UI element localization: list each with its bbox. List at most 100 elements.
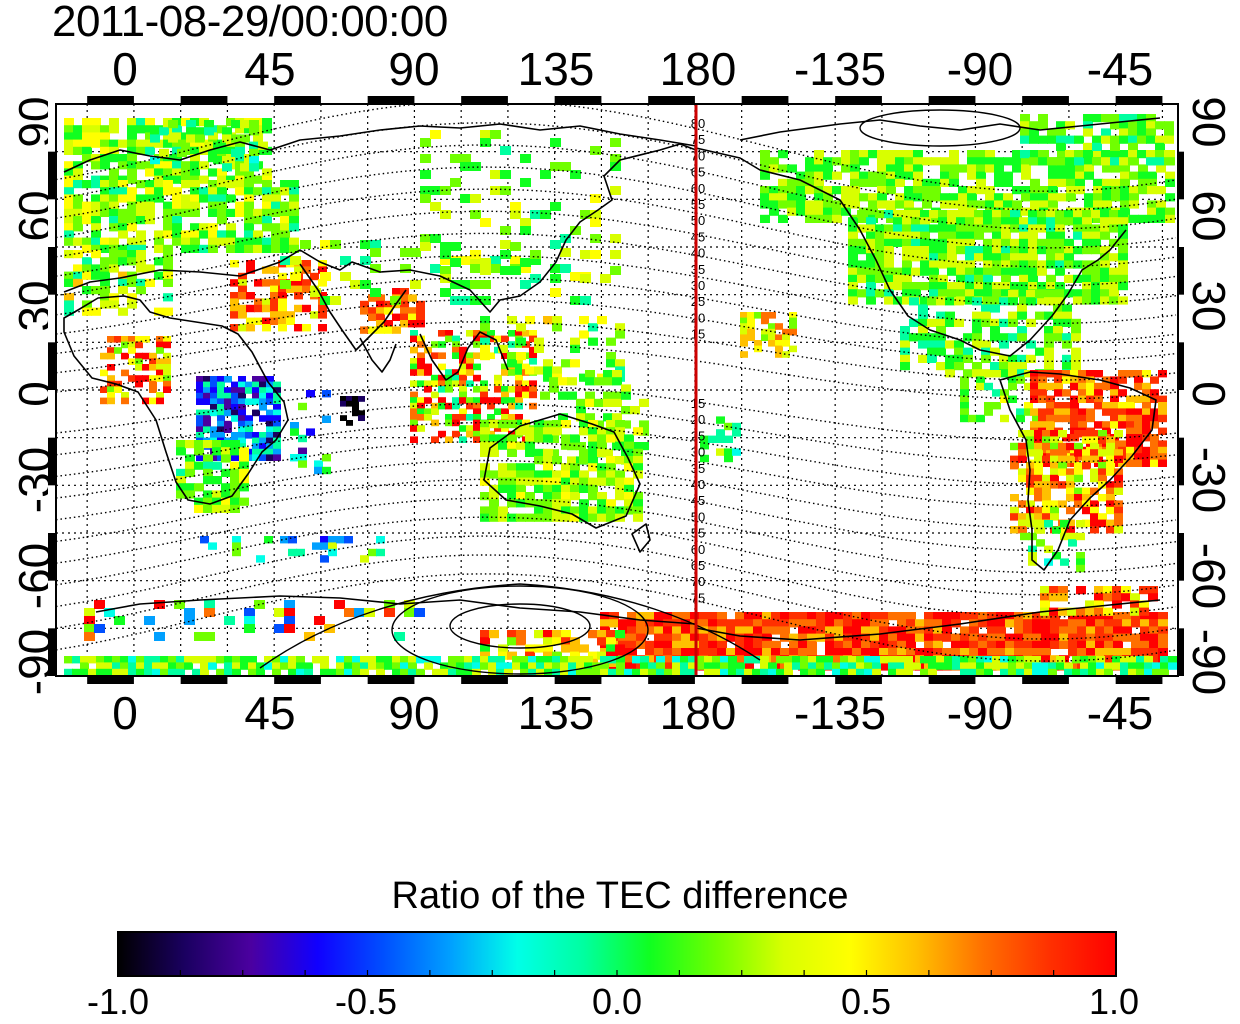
tec-cell	[992, 246, 1002, 255]
tec-cell	[1073, 296, 1083, 305]
tec-cell	[1100, 296, 1110, 305]
tec-cell	[1082, 494, 1091, 502]
tec-cell	[160, 668, 169, 676]
tec-cell	[1109, 210, 1119, 219]
tec-cell	[163, 230, 173, 239]
tec-cell	[1023, 633, 1033, 642]
bottom-lon-tick-4: 180	[659, 687, 737, 739]
tec-cell	[1155, 121, 1165, 130]
tec-cell	[1147, 186, 1157, 195]
tec-cell	[392, 656, 401, 664]
tec-cell	[163, 161, 173, 170]
tec-cell	[1056, 662, 1065, 670]
tec-cell	[543, 484, 553, 493]
tec-cell	[1017, 354, 1027, 363]
tec-cell	[294, 324, 303, 332]
tec-cell	[107, 375, 115, 382]
tec-cell	[400, 307, 409, 315]
tec-cell	[217, 230, 227, 239]
tec-cell	[761, 317, 769, 325]
tec-cell	[560, 662, 569, 670]
tec-cell	[222, 134, 232, 143]
tec-cell	[1038, 408, 1047, 416]
tec-cell	[840, 668, 849, 676]
tec-cell	[911, 289, 921, 298]
tec-cell	[947, 217, 957, 226]
tec-cell	[1029, 135, 1039, 144]
tec-cell	[1010, 246, 1020, 255]
tec-cell	[724, 454, 733, 463]
tec-cell	[1088, 662, 1097, 670]
tec-cell	[754, 345, 762, 353]
mag-lat-contour	[56, 422, 1177, 485]
tec-cell	[1018, 500, 1027, 508]
tec-cell	[248, 662, 257, 670]
tec-cell	[280, 244, 290, 253]
tec-cell	[177, 148, 187, 157]
tec-cell	[135, 375, 143, 382]
tec-cell	[104, 662, 113, 670]
tec-cell	[606, 477, 616, 486]
tec-cell	[1010, 455, 1019, 463]
tec-cell	[1082, 296, 1092, 305]
tec-cell	[320, 662, 329, 670]
tec-cell	[1091, 246, 1101, 255]
tec-cell	[597, 434, 607, 443]
tec-cell	[280, 280, 291, 289]
tec-cell	[1149, 626, 1159, 635]
tec-cell	[520, 656, 529, 664]
tec-cell	[121, 352, 129, 360]
tec-ratio-map: 8075706560555045403530252015152025303540…	[48, 96, 1184, 686]
tec-cell	[956, 282, 966, 291]
tec-cell	[196, 420, 204, 428]
tec-cell	[298, 460, 307, 468]
tec-cell	[222, 163, 232, 172]
tec-cell	[1126, 402, 1135, 410]
tec-cell	[762, 619, 772, 628]
tec-cell	[938, 274, 948, 283]
tec-cell	[1106, 455, 1115, 463]
tec-cell	[929, 210, 939, 219]
tec-cell	[875, 231, 885, 240]
tec-cell	[1052, 552, 1061, 560]
tec-cell	[536, 656, 545, 664]
tec-cell	[1024, 382, 1033, 391]
tec-cell	[1034, 474, 1043, 483]
tec-cell	[136, 180, 146, 189]
tec-cell	[410, 397, 418, 404]
tec-cell	[861, 612, 871, 621]
tec-cell	[1164, 150, 1174, 159]
tec-cell	[154, 230, 164, 239]
tec-cell	[1084, 200, 1094, 209]
tec-cell	[1040, 662, 1049, 670]
tec-cell	[976, 414, 985, 423]
tec-cell	[459, 352, 467, 359]
tec-cell	[1109, 267, 1119, 276]
tec-cell	[798, 626, 808, 635]
tec-cell	[534, 456, 544, 465]
tec-cell	[1026, 449, 1035, 457]
tec-cell	[100, 201, 110, 210]
tec-cell	[1102, 186, 1112, 195]
tec-cell	[888, 656, 897, 664]
tec-cell	[100, 369, 108, 377]
tec-cell	[525, 463, 535, 472]
tec-cell	[1073, 289, 1083, 298]
tec-cell	[176, 440, 186, 449]
tec-cell	[911, 217, 921, 226]
tec-cell	[320, 536, 329, 544]
tec-cell	[732, 448, 741, 456]
tec-cell	[64, 180, 74, 189]
tec-cell	[681, 626, 691, 635]
tec-cell	[1110, 376, 1119, 384]
tec-cell	[176, 447, 186, 456]
tec-cell	[1147, 207, 1157, 216]
tec-cell	[136, 146, 146, 155]
tec-cell	[1101, 128, 1111, 137]
tec-cell	[1139, 586, 1149, 595]
tec-cell	[960, 395, 969, 403]
tec-cell	[1109, 224, 1119, 233]
tec-cell	[1074, 157, 1084, 166]
tec-cell	[1103, 607, 1113, 616]
tec-cell	[100, 286, 110, 295]
